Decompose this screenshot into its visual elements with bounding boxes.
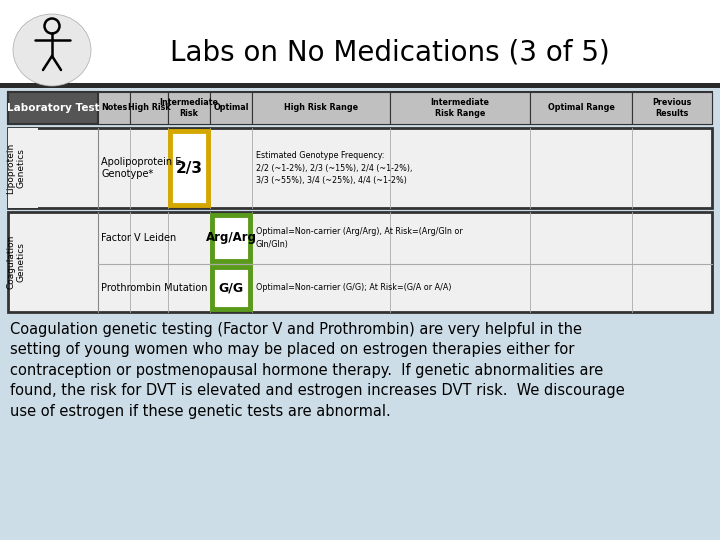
Bar — [0, 528, 720, 531]
Bar — [0, 531, 720, 534]
Bar — [0, 534, 720, 537]
Bar — [168, 92, 210, 124]
Text: Intermediate
Risk: Intermediate Risk — [160, 98, 218, 118]
Bar — [0, 492, 720, 495]
Bar — [8, 92, 98, 124]
Text: Optimal=Non-carrier (G/G); At Risk=(G/A or A/A): Optimal=Non-carrier (G/G); At Risk=(G/A … — [256, 284, 451, 293]
Bar — [0, 462, 720, 465]
Bar — [0, 465, 720, 468]
Bar — [0, 495, 720, 498]
Bar — [8, 212, 712, 312]
Text: 2/3: 2/3 — [176, 160, 202, 176]
Bar — [212, 267, 250, 309]
Text: Arg/Arg: Arg/Arg — [205, 232, 256, 245]
Bar — [0, 537, 720, 540]
Text: Coagulation genetic testing (Factor V and Prothrombin) are very helpful in the
s: Coagulation genetic testing (Factor V an… — [10, 322, 625, 418]
Bar — [0, 0, 720, 85]
Text: Coagulation
Genetics: Coagulation Genetics — [6, 235, 26, 289]
Bar — [0, 450, 720, 453]
Bar — [0, 513, 720, 516]
Bar — [390, 92, 530, 124]
Bar — [8, 128, 712, 208]
Ellipse shape — [13, 14, 91, 86]
Bar — [0, 525, 720, 528]
Bar — [0, 453, 720, 456]
Text: Optimal: Optimal — [213, 104, 248, 112]
Text: G/G: G/G — [218, 281, 243, 294]
Bar — [0, 477, 720, 480]
Bar — [0, 489, 720, 492]
Bar — [0, 504, 720, 507]
Text: Laboratory Test: Laboratory Test — [6, 103, 99, 113]
Bar — [252, 92, 390, 124]
Bar — [170, 131, 208, 205]
Text: Optimal Range: Optimal Range — [548, 104, 614, 112]
Bar — [0, 85, 720, 540]
Bar — [0, 501, 720, 504]
Bar — [0, 516, 720, 519]
Bar — [0, 498, 720, 501]
Text: Optimal=Non-carrier (Arg/Arg), At Risk=(Arg/Gln or
Gln/Gln): Optimal=Non-carrier (Arg/Arg), At Risk=(… — [256, 227, 463, 249]
Text: Prothrombin Mutation: Prothrombin Mutation — [101, 283, 207, 293]
Bar — [0, 474, 720, 477]
Bar — [212, 215, 250, 261]
Bar — [530, 92, 632, 124]
Bar — [0, 510, 720, 513]
Bar — [0, 459, 720, 462]
Bar — [210, 92, 252, 124]
Text: Previous
Results: Previous Results — [652, 98, 692, 118]
Bar — [0, 480, 720, 483]
Bar — [0, 522, 720, 525]
Bar — [130, 92, 168, 124]
Text: High Risk: High Risk — [127, 104, 171, 112]
Text: Labs on No Medications (3 of 5): Labs on No Medications (3 of 5) — [170, 39, 610, 67]
Bar — [0, 468, 720, 471]
Text: High Risk Range: High Risk Range — [284, 104, 358, 112]
Text: Notes: Notes — [101, 104, 127, 112]
Bar — [0, 483, 720, 486]
Bar — [0, 507, 720, 510]
Bar — [98, 92, 130, 124]
Bar — [8, 92, 712, 124]
Bar — [8, 128, 38, 208]
Bar — [0, 456, 720, 459]
Bar — [0, 486, 720, 489]
Bar — [0, 83, 720, 88]
Text: Apolipoprotein E
Genotype*: Apolipoprotein E Genotype* — [101, 157, 181, 179]
Bar — [632, 92, 712, 124]
Text: Lipoprotein
Genetics: Lipoprotein Genetics — [6, 143, 26, 194]
Text: Estimated Genotype Frequency:
2/2 (~1-2%), 2/3 (~15%), 2/4 (~1-2%),
3/3 (~55%), : Estimated Genotype Frequency: 2/2 (~1-2%… — [256, 151, 413, 185]
Bar — [0, 519, 720, 522]
Bar — [0, 471, 720, 474]
Text: Factor V Leiden: Factor V Leiden — [101, 233, 176, 243]
Text: Intermediate
Risk Range: Intermediate Risk Range — [431, 98, 490, 118]
